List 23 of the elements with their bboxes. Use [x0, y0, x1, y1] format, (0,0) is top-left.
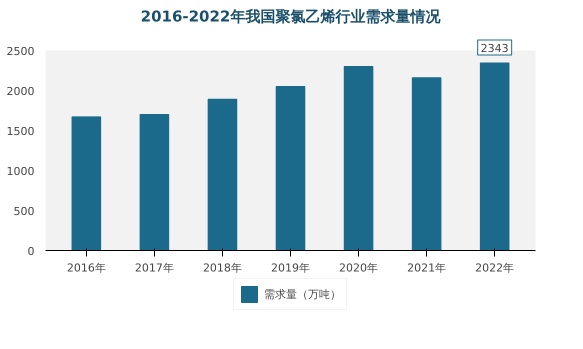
y-tick-label: 2500: [6, 45, 35, 58]
data-label: 2343: [480, 42, 509, 56]
bar: [412, 77, 442, 250]
x-tick-label: 2019年: [271, 262, 310, 274]
bar: [140, 114, 170, 250]
x-tick-label: 2016年: [66, 262, 106, 274]
y-tick-label: 1500: [6, 125, 35, 138]
y-tick-label: 500: [14, 205, 35, 218]
y-tick-label: 0: [28, 245, 34, 258]
legend-label: 需求量（万吨）: [264, 286, 341, 302]
x-tick-label: 2020年: [339, 262, 378, 274]
bar: [276, 86, 306, 250]
bar: [208, 98, 238, 250]
x-tick-label: 2017年: [134, 262, 174, 274]
bar: [72, 116, 102, 250]
x-tick-label: 2018年: [202, 262, 242, 274]
y-tick-label: 2000: [6, 85, 35, 98]
y-tick-label: 1000: [6, 165, 35, 178]
chart-title: 2016-2022年我国聚氯乙烯行业需求量情况: [140, 8, 442, 26]
x-tick-label: 2021年: [407, 262, 446, 274]
x-tick-label: 2022年: [475, 262, 514, 274]
bar: [344, 66, 374, 250]
bar: [480, 62, 510, 250]
